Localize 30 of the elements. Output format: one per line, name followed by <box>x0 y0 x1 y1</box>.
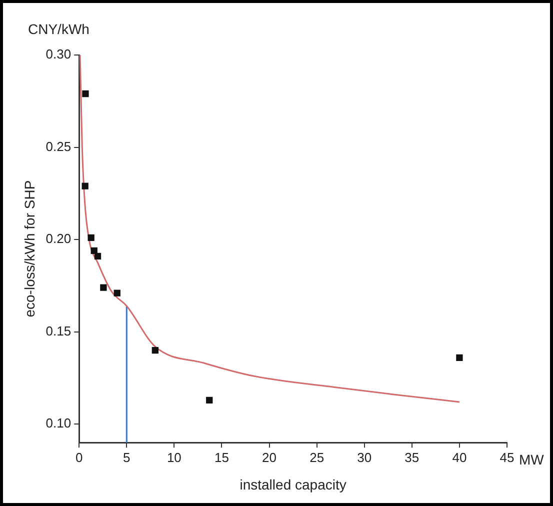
y-tick-label: 0.15 <box>46 323 72 338</box>
point <box>100 284 107 291</box>
y-tick-label: 0.30 <box>46 46 72 62</box>
y-axis-title: eco-loss/kWh for SHP <box>21 180 38 318</box>
x-tick-label: 40 <box>452 450 467 465</box>
x-tick-label: 25 <box>310 450 324 465</box>
text: MW <box>519 451 545 468</box>
point <box>456 354 463 362</box>
point <box>94 252 102 260</box>
x-tick-label: 5 <box>123 450 130 465</box>
x-tick-label: 45 <box>500 450 514 465</box>
point <box>82 182 88 190</box>
point <box>206 396 213 404</box>
y-tick-label: 0.20 <box>46 231 72 246</box>
y-tick-label: 0.10 <box>46 416 72 431</box>
point <box>114 290 120 296</box>
x-tick-label: 30 <box>357 450 372 465</box>
x-tick-label: 35 <box>404 450 420 465</box>
point <box>82 90 89 98</box>
x-axis-title: installed capacity <box>240 476 346 492</box>
x-tick-label: 10 <box>166 450 182 465</box>
y-tick-label: 0.25 <box>46 138 72 154</box>
point <box>90 247 98 254</box>
point <box>152 346 158 354</box>
x-tick-label: 15 <box>214 450 229 465</box>
point <box>88 234 94 242</box>
x-tick-label: 0 <box>75 450 83 465</box>
line-series <box>79 55 460 403</box>
text: CNY/kWh <box>28 20 90 37</box>
x-tick-label: 20 <box>262 450 277 465</box>
